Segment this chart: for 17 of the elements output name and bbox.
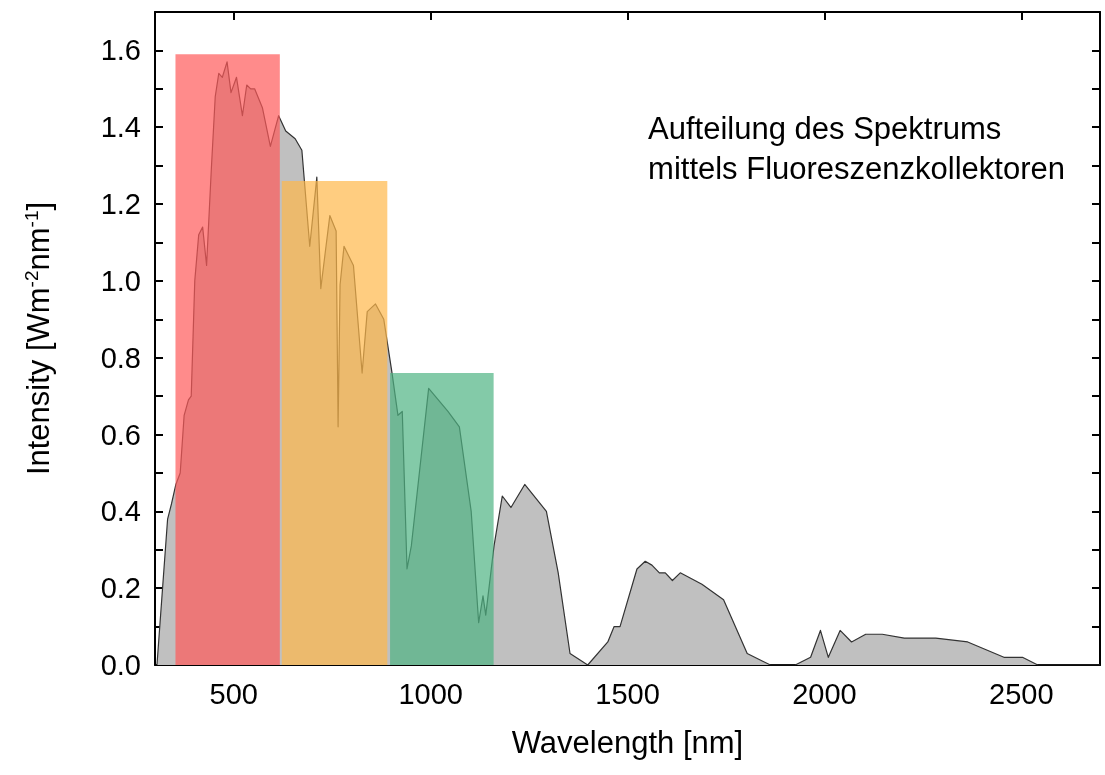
x-tick-label: 2500 bbox=[988, 677, 1054, 710]
y-tick-label: 0.8 bbox=[100, 341, 141, 374]
y-tick-label: 1.6 bbox=[100, 34, 141, 67]
y-tick-label: 0.0 bbox=[100, 649, 141, 681]
y-tick-label: 0.6 bbox=[100, 418, 141, 451]
x-axis-title: Wavelength [nm] bbox=[511, 725, 744, 760]
y-tick-label: 1.4 bbox=[100, 111, 141, 144]
x-tick-label: 1000 bbox=[398, 677, 463, 710]
y-tick-label: 1.2 bbox=[100, 188, 141, 221]
x-tick-label: 1500 bbox=[595, 677, 660, 710]
y-axis-title: Intensity [Wm-2nm-1] bbox=[21, 201, 56, 476]
x-tick-label: 500 bbox=[209, 677, 258, 710]
y-tick-label: 1.0 bbox=[100, 264, 141, 297]
y-tick-label: 0.4 bbox=[100, 495, 141, 528]
y-tick-label: 0.2 bbox=[100, 572, 141, 605]
x-tick-label: 2000 bbox=[792, 677, 857, 710]
annotation: Aufteilung des Spektrums mittels Fluoreszenzkollektoren bbox=[648, 110, 1066, 186]
